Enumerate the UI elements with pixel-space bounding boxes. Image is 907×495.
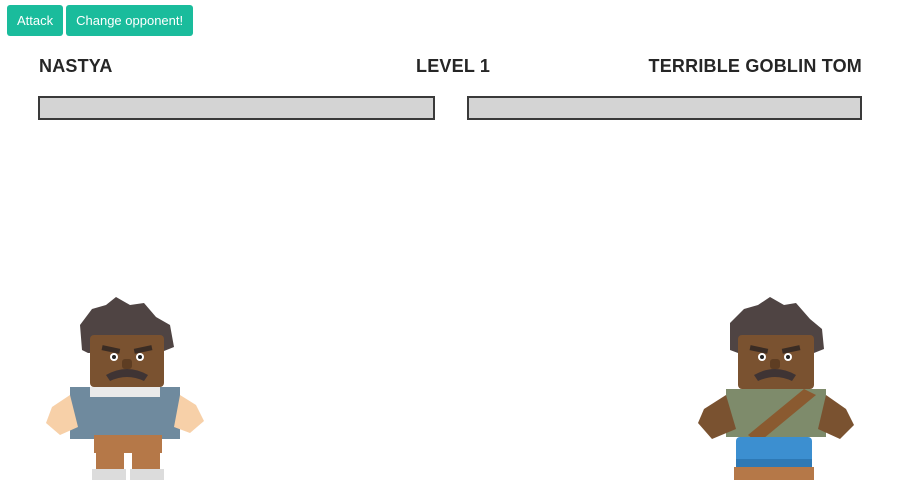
player-character (44, 295, 204, 480)
attack-button[interactable]: Attack (7, 5, 64, 36)
opponent-name: TERRIBLE GOBLIN TOM (648, 56, 862, 76)
player-health-fill (40, 98, 433, 118)
hero-character-icon (46, 297, 204, 480)
player-health-bar (38, 96, 435, 120)
player-name: NASTYA (39, 56, 113, 76)
change-opponent-button[interactable]: Change opponent! (66, 5, 194, 36)
opponent-character (696, 295, 856, 480)
level-label: LEVEL 1 (416, 56, 491, 76)
toolbar: Attack Change opponent! (7, 5, 194, 36)
opponent-health-bar (467, 96, 862, 120)
goblin-character-icon (698, 297, 854, 480)
opponent-health-fill (469, 98, 860, 118)
